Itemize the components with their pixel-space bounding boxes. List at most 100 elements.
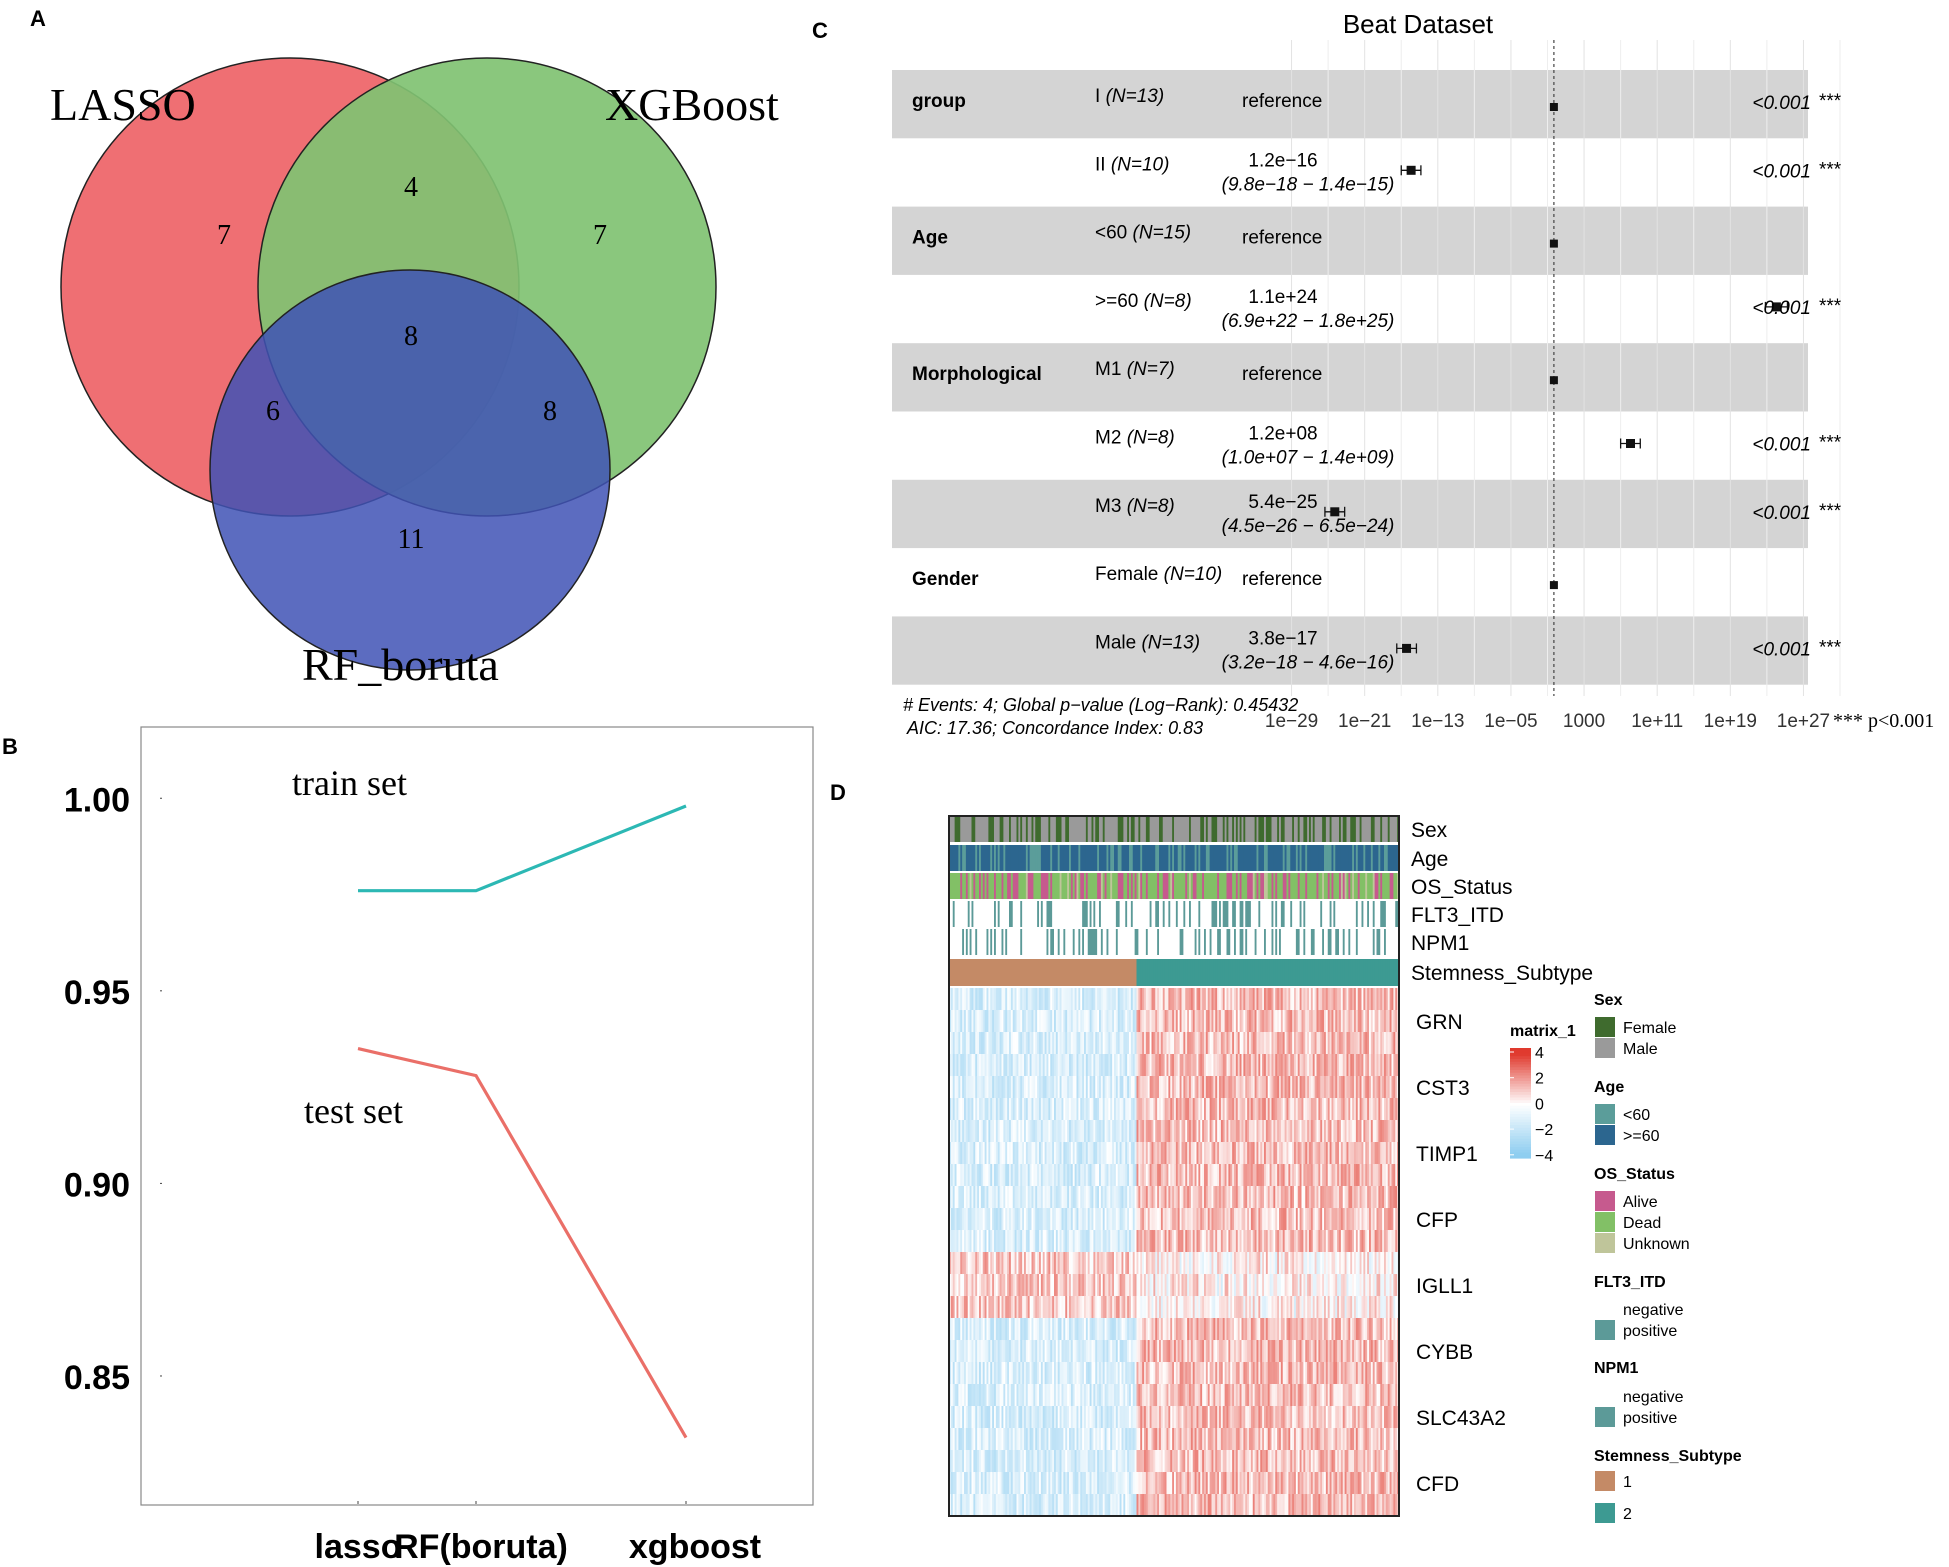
- annotation-cell: [1050, 816, 1053, 842]
- annotation-cell: [1044, 816, 1047, 842]
- heatmap-cell: [1367, 1032, 1370, 1055]
- annotation-cell: [1022, 845, 1025, 871]
- annotation-cell: [1099, 845, 1102, 871]
- annotation-cell: [1294, 929, 1297, 955]
- heatmap-cell: [1093, 1054, 1096, 1077]
- heatmap-cell: [952, 1032, 956, 1055]
- heatmap-cell: [1346, 1010, 1349, 1033]
- annotation-cell: [1104, 873, 1107, 899]
- heatmap-cell: [1003, 1186, 1006, 1209]
- heatmap-cell: [964, 1230, 967, 1253]
- heatmap-cell: [1355, 1054, 1359, 1077]
- heatmap-cell: [1222, 1296, 1226, 1319]
- heatmap-cell: [1037, 1208, 1040, 1231]
- heatmap-cell: [1130, 1098, 1134, 1121]
- heatmap-cell: [1181, 1054, 1184, 1077]
- heatmap-cell: [964, 1098, 967, 1121]
- heatmap-cell: [1175, 1230, 1179, 1253]
- heatmap-cell: [958, 1186, 961, 1209]
- heatmap-cell: [1177, 1098, 1181, 1121]
- annotation-cell: [1277, 873, 1280, 899]
- annotation-cell: [1185, 929, 1188, 955]
- heatmap-cell: [1110, 1208, 1113, 1231]
- annotation-cell: [1095, 901, 1098, 927]
- heatmap-cell: [1189, 1208, 1192, 1231]
- heatmap-cell: [1057, 1054, 1061, 1077]
- annotation-cell: [1342, 959, 1346, 986]
- annotation-cell: [1391, 873, 1394, 899]
- heatmap-cell: [1037, 988, 1040, 1011]
- annotation-cell: [1267, 929, 1271, 955]
- heatmap-cell: [1198, 1252, 1201, 1275]
- heatmap-cell: [1365, 1032, 1368, 1055]
- heatmap-cell: [1318, 1230, 1321, 1253]
- heatmap-cell: [1048, 1252, 1051, 1275]
- annotation-cell: [1070, 845, 1074, 871]
- heatmap-cell: [1239, 1054, 1242, 1077]
- heatmap-cell: [1363, 1186, 1366, 1209]
- heatmap-cell: [1153, 1252, 1156, 1275]
- heatmap-cell: [1346, 1054, 1349, 1077]
- annotation-cell: [1012, 959, 1016, 986]
- heatmap-cell: [1237, 1296, 1241, 1319]
- heatmap-cell: [1125, 1010, 1128, 1033]
- heatmap-cell: [1157, 1252, 1160, 1275]
- heatmap-cell: [1237, 1098, 1241, 1121]
- heatmap-cell: [1325, 1164, 1329, 1187]
- heatmap-cell: [1282, 1032, 1286, 1055]
- heatmap-cell: [1288, 1230, 1291, 1253]
- heatmap-cell: [1164, 1274, 1167, 1297]
- heatmap-cell: [1076, 1296, 1079, 1319]
- annotation-cell: [1160, 816, 1164, 842]
- heatmap-cell: [1380, 1186, 1383, 1209]
- venn-diagram: LASSO XGBoost RF_boruta 7 4 7 8 6 8 11: [50, 57, 779, 690]
- heatmap-cell: [1082, 1208, 1085, 1231]
- annotation-cell: [1339, 959, 1342, 986]
- heatmap-cell: [1048, 1054, 1051, 1077]
- heatmap-cell: [1307, 1186, 1310, 1209]
- heatmap-cell: [1084, 1230, 1087, 1253]
- heatmap-cell: [1265, 1230, 1269, 1253]
- annotation-cell: [1286, 929, 1289, 955]
- heatmap-cell: [1174, 1230, 1177, 1253]
- heatmap-cell: [1183, 1076, 1186, 1099]
- annotation-cell: [1067, 959, 1070, 986]
- annotation-cell: [1305, 845, 1308, 871]
- heatmap-cell: [1235, 1010, 1239, 1033]
- annotation-cell: [1322, 845, 1325, 871]
- heatmap-cell: [1084, 988, 1087, 1011]
- heatmap-cell: [1085, 1208, 1089, 1231]
- heatmap-cell: [1254, 1076, 1257, 1099]
- heatmap-cell: [1112, 1230, 1115, 1253]
- heatmap-cell: [1061, 1010, 1064, 1033]
- heatmap-cell: [1044, 1164, 1047, 1187]
- heatmap-cell: [995, 1296, 999, 1319]
- heatmap-cell: [980, 988, 984, 1011]
- heatmap-cell: [1065, 1076, 1068, 1099]
- heatmap-cell: [1144, 1296, 1147, 1319]
- heatmap-cell: [1076, 1230, 1079, 1253]
- heatmap-cell: [1288, 1208, 1291, 1231]
- heatmap-cell: [1112, 1142, 1115, 1165]
- heatmap-cell: [1183, 1120, 1186, 1143]
- heatmap-cell: [997, 1186, 1001, 1209]
- annotation-cell: [1091, 929, 1094, 955]
- heatmap-cell: [1140, 1098, 1143, 1121]
- heatmap-cell: [1123, 1208, 1126, 1231]
- annotation-cell: [1230, 901, 1233, 927]
- heatmap-cell: [1264, 1010, 1267, 1033]
- heatmap-cell: [1194, 1274, 1197, 1297]
- heatmap-cell: [1286, 1142, 1289, 1165]
- annotation-cell: [1367, 901, 1370, 927]
- heatmap-cell: [1260, 1098, 1263, 1121]
- heatmap-cell: [1267, 1054, 1271, 1077]
- heatmap-cell: [971, 1120, 974, 1143]
- heatmap-cell: [1243, 1164, 1246, 1187]
- heatmap-cell: [1050, 1164, 1053, 1187]
- heatmap-cell: [997, 1098, 1001, 1121]
- heatmap-cell: [1046, 1230, 1049, 1253]
- heatmap-cell: [1025, 1296, 1029, 1319]
- heatmap-cell: [1395, 1120, 1398, 1143]
- annotation-cell: [1264, 959, 1267, 986]
- annotation-cell: [1374, 873, 1377, 899]
